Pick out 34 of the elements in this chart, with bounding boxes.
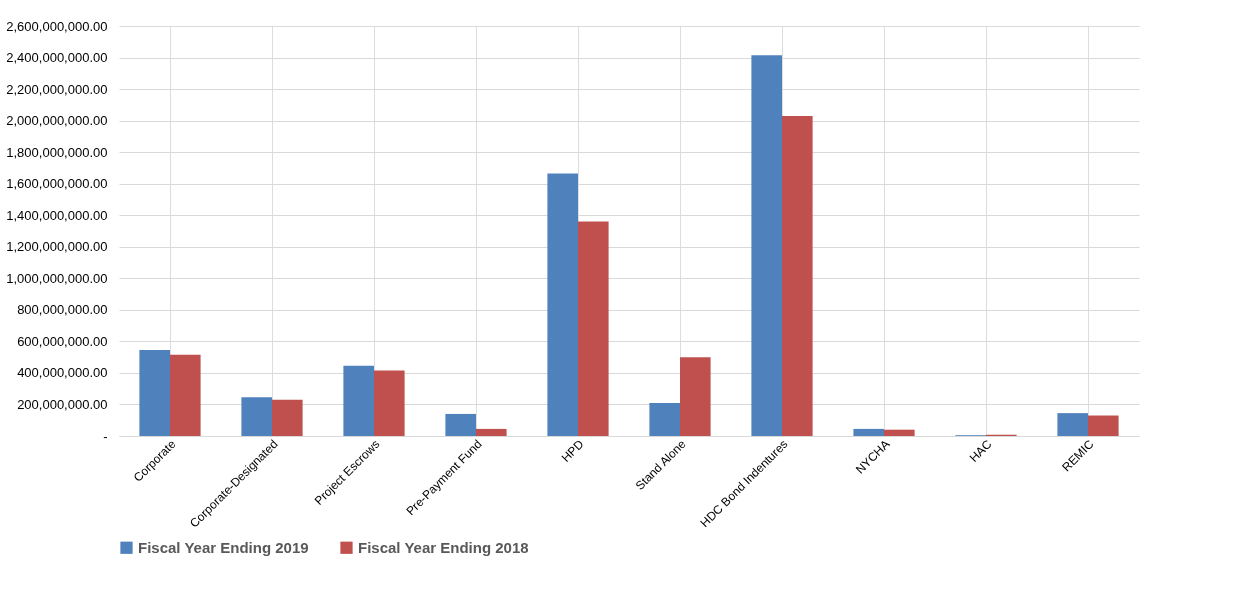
bar [374,370,405,436]
y-tick-label: 600,000,000.00 [17,333,108,349]
legend-label: Fiscal Year Ending 2019 [138,538,309,556]
y-tick-label: 1,000,000,000.00 [6,270,108,286]
bar [139,350,170,436]
bar [578,221,609,436]
bar [241,397,272,436]
bar [884,429,915,436]
bar [1088,415,1119,436]
y-tick-label: 1,600,000,000.00 [6,176,108,192]
y-tick-label: 1,200,000,000.00 [6,239,108,255]
bar [853,428,884,436]
bar [272,399,303,436]
bar [547,173,578,436]
bar [343,365,374,436]
y-tick-label: - [103,428,108,444]
bar [649,402,680,436]
bar [445,413,476,436]
y-tick-label: 2,200,000,000.00 [6,81,108,97]
y-tick-label: 2,400,000,000.00 [6,50,108,66]
bar [751,55,782,436]
bar [476,428,507,436]
bar [680,357,711,436]
y-tick-label: 1,400,000,000.00 [6,207,108,223]
y-tick-label: 800,000,000.00 [17,302,108,318]
legend-label: Fiscal Year Ending 2018 [358,538,529,556]
y-tick-label: 200,000,000.00 [17,396,108,412]
bar [782,115,813,436]
y-tick-label: 2,600,000,000.00 [6,18,108,34]
y-tick-label: 2,000,000,000.00 [6,113,108,129]
bar [170,354,201,436]
y-tick-label: 1,800,000,000.00 [6,144,108,160]
y-tick-label: 400,000,000.00 [17,365,108,381]
bar [1057,413,1088,436]
